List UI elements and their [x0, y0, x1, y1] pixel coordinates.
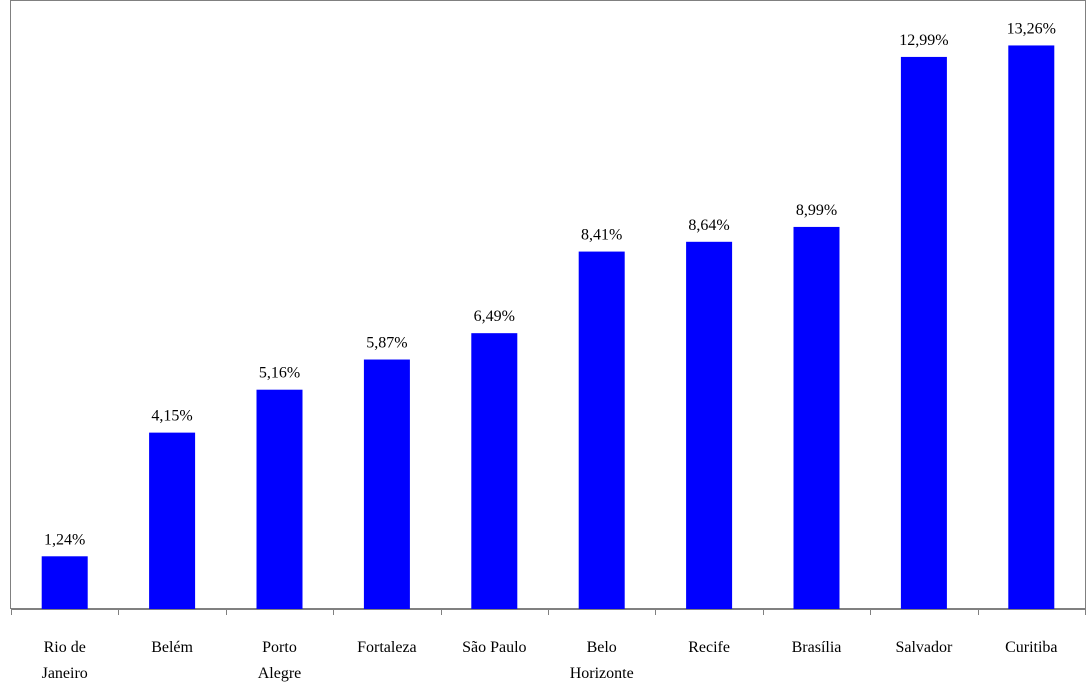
data-label: 4,15% — [151, 408, 192, 425]
category-label: Curitiba — [1005, 639, 1057, 656]
x-axis: Rio de Janeiro Belém Porto Alegre Fortaleza Sã… — [11, 609, 1086, 682]
category-label: São Paulo — [462, 639, 526, 656]
category-label: Recife — [688, 639, 730, 656]
category-label: Belo Horizonte — [570, 639, 634, 682]
bar — [578, 251, 625, 609]
category-label: Porto Alegre — [258, 639, 302, 682]
bar — [256, 389, 303, 609]
bar — [471, 333, 518, 609]
data-label: 6,49% — [474, 308, 515, 325]
category-label: Salvador — [895, 639, 953, 656]
data-label: 1,24% — [44, 531, 85, 548]
data-label: 12,99% — [899, 32, 948, 49]
bar — [686, 241, 733, 610]
bar — [793, 226, 840, 610]
category-label: Belém — [151, 639, 193, 656]
data-label: 13,26% — [1007, 20, 1056, 37]
category-label: Rio de Janeiro — [42, 639, 88, 682]
data-label: 5,16% — [259, 365, 300, 382]
bar — [363, 359, 410, 609]
data-label: 8,41% — [581, 227, 622, 244]
bar — [1008, 45, 1055, 609]
plot-area-border — [10, 0, 1086, 609]
data-label: 8,99% — [796, 202, 837, 219]
bars-layer — [41, 45, 1055, 610]
data-label: 8,64% — [688, 217, 729, 234]
category-label: Brasília — [792, 639, 842, 656]
bar — [149, 432, 196, 609]
bar — [41, 556, 88, 609]
data-labels-layer: 1,24% 4,15% 5,16% 5,87% 6,49% 8,41% 8,64% 8,99%… — [44, 20, 1056, 548]
category-label: Fortaleza — [357, 639, 417, 656]
data-label: 5,87% — [366, 335, 407, 352]
bar — [900, 56, 947, 610]
